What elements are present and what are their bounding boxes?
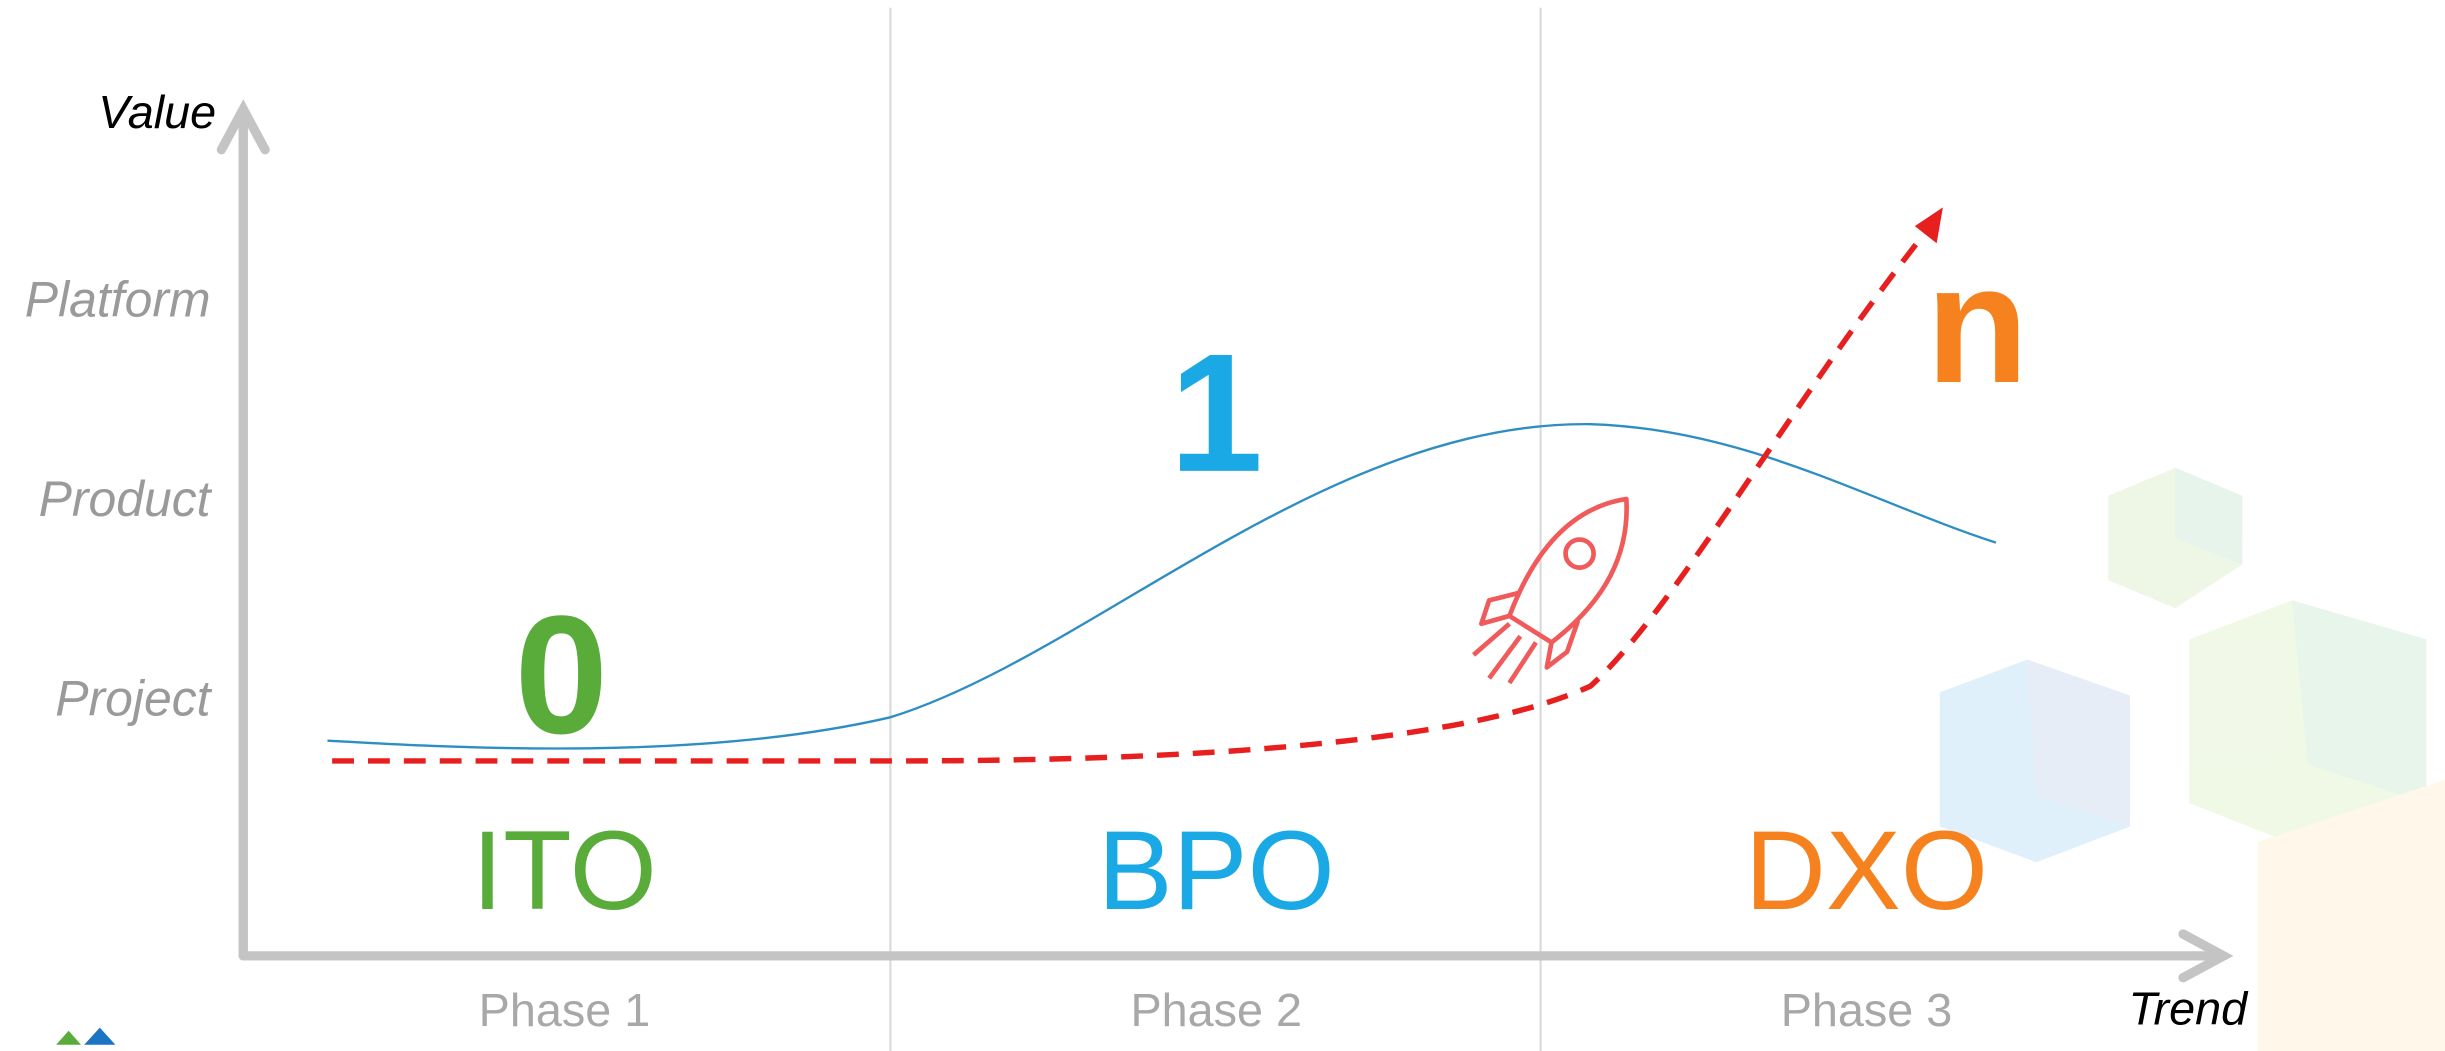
x-axis-title: Trend	[2128, 982, 2249, 1034]
level-label: Project	[55, 671, 212, 727]
rocket-icon	[1474, 499, 1627, 683]
phase-label: Phase 3	[1781, 984, 1953, 1036]
diagram: Value Trend Platform Product Project 0 1…	[0, 0, 2445, 1051]
stage-number: n	[1926, 230, 2029, 418]
stage-label: DXO	[1745, 807, 1988, 933]
phase-label: Phase 1	[479, 984, 651, 1036]
stage-label: ITO	[472, 807, 657, 933]
stage-number: 0	[515, 581, 609, 769]
decor-cubes	[1940, 468, 2445, 1051]
logo-fragment	[56, 1028, 115, 1045]
stage-label: BPO	[1098, 807, 1335, 933]
level-label: Product	[39, 471, 213, 527]
y-axis-title: Value	[98, 86, 216, 138]
phase-label: Phase 2	[1130, 984, 1302, 1036]
level-label: Platform	[25, 272, 211, 328]
stage-number: 1	[1169, 319, 1263, 507]
